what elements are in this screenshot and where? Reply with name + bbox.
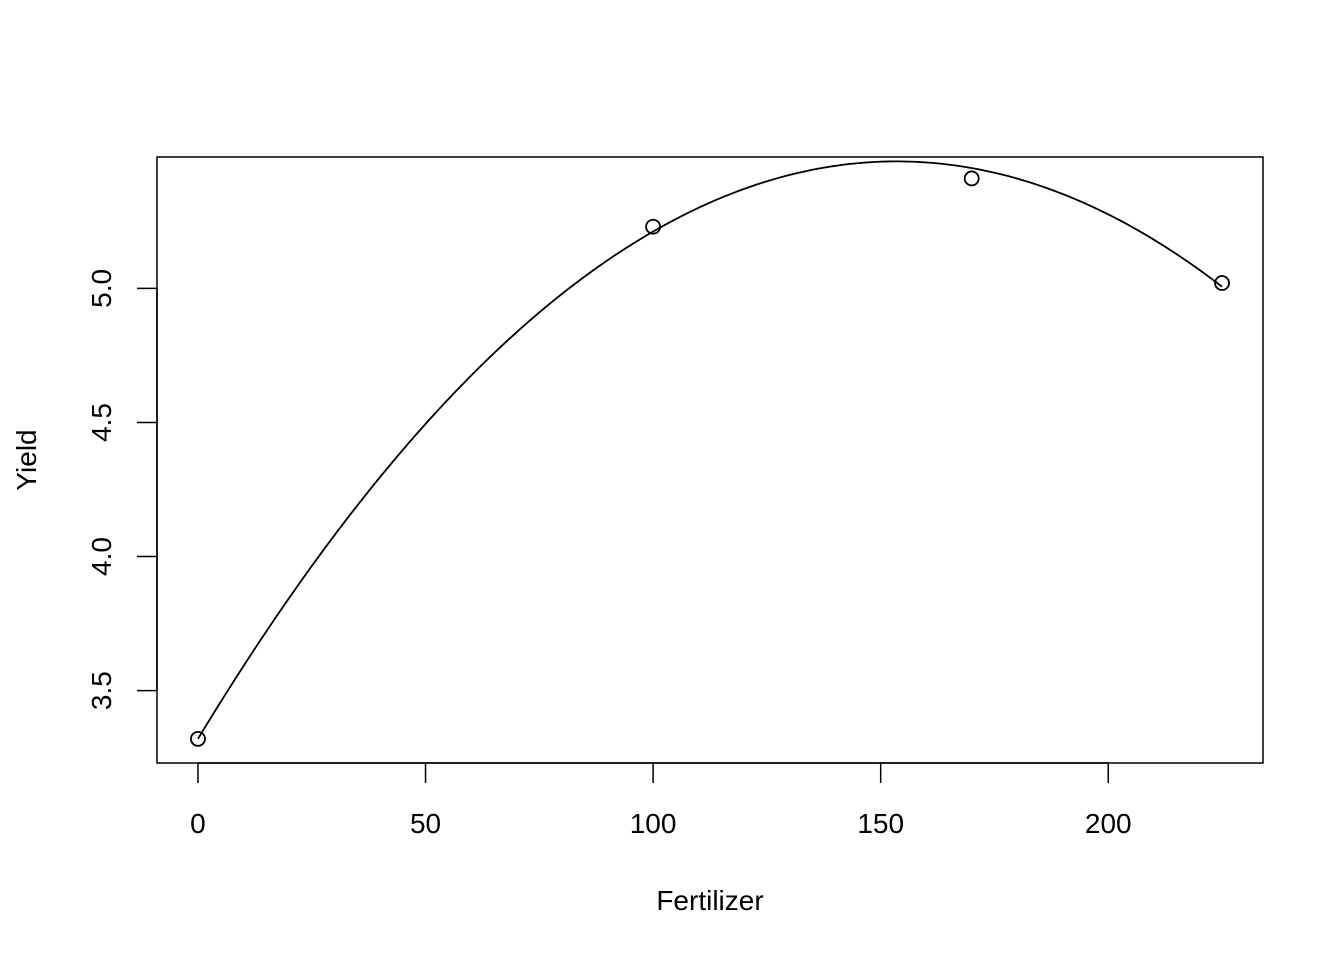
data-point xyxy=(963,170,980,187)
y-tick-label: 4.5 xyxy=(86,403,117,442)
data-point xyxy=(1214,275,1230,291)
data-point xyxy=(645,218,662,235)
x-tick-label: 200 xyxy=(1085,808,1132,839)
y-axis-label: Yield xyxy=(11,429,42,490)
x-axis-label: Fertilizer xyxy=(656,885,763,916)
plot-frame xyxy=(156,156,1264,764)
x-tick-label: 100 xyxy=(630,808,677,839)
y-axis: 3.5 4.0 4.5 5.0 xyxy=(86,269,158,710)
y-tick-label: 4.0 xyxy=(86,537,117,576)
data-points xyxy=(190,170,1230,747)
fitted-curve xyxy=(197,160,1223,740)
x-tick-label: 50 xyxy=(410,808,441,839)
y-tick-label: 5.0 xyxy=(86,269,117,308)
data-point xyxy=(190,730,206,747)
x-axis: 0 50 100 150 200 xyxy=(190,762,1132,839)
x-tick-label: 150 xyxy=(857,808,904,839)
x-tick-label: 0 xyxy=(190,808,206,839)
y-tick-label: 3.5 xyxy=(86,671,117,710)
